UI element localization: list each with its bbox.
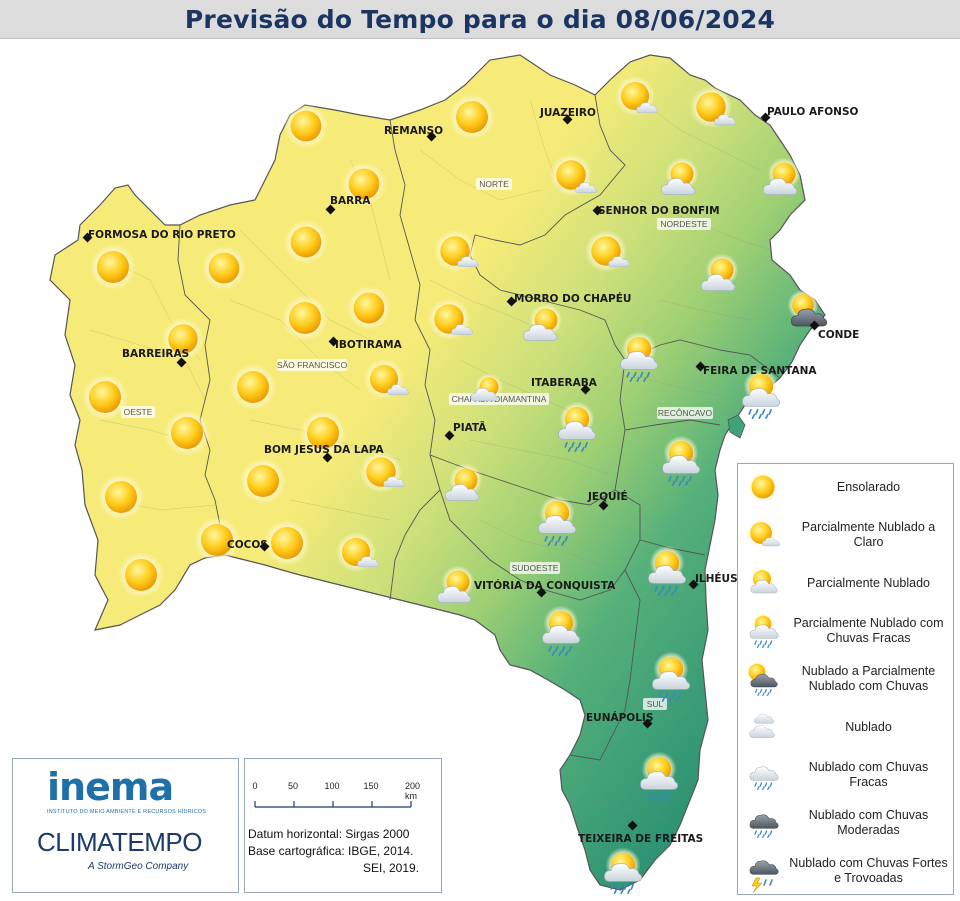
- region-label-sul: SUL: [647, 699, 664, 709]
- city-label-feira-de-santana: FEIRA DE SANTANA: [703, 365, 817, 377]
- legend-item-ensolarado: Ensolarado: [738, 464, 953, 510]
- bahia-map: NORTE NORDESTE SÃO FRANCISCO OESTE CHAPA…: [49, 54, 859, 894]
- city-label-barra: BARRA: [330, 195, 371, 207]
- municipal-boundaries: [89, 99, 771, 821]
- island-itaparica: [727, 414, 746, 439]
- region-label-chapada-diamantina: CHAPADA DIAMANTINA: [452, 394, 547, 404]
- title-bar: Previsão do Tempo para o dia 08/06/2024: [0, 0, 960, 39]
- logo-panel: inema INSTITUTO DO MEIO AMBIENTE E RECUR…: [12, 758, 239, 893]
- legend-label: Parcialmente Nublado: [807, 575, 930, 590]
- legend-label: Parcialmente Nublado a Claro: [801, 520, 936, 549]
- region-labels: NORTE NORDESTE SÃO FRANCISCO OESTE CHAPA…: [121, 178, 713, 710]
- scale-panel: 0 50 100 150 200 km Datum horizontal: Si…: [244, 758, 442, 893]
- forecast-sun-icon: [82, 374, 128, 420]
- legend-item-nublado-a-parcialmente-nublado-com-chuvas: Nublado a Parcialmente Nublado com Chuva…: [738, 656, 953, 702]
- legend-item-nublado: Nublado: [738, 704, 953, 750]
- forecast-sun-icon: [90, 244, 136, 290]
- legend-sun-dark-cloud-rain-icon: [745, 660, 778, 696]
- legend-label: Nublado a Parcialmente Nublado com Chuva…: [801, 664, 936, 693]
- city-label-ilheus: ILHÉUS: [695, 572, 738, 585]
- forecast-sun-icon: [201, 245, 247, 291]
- legend-cloud-light-rain-icon: [749, 766, 779, 790]
- legend-sun-small-cloud-icon: [745, 517, 781, 549]
- forecast-sun-icon: [164, 410, 210, 456]
- city-label-jequie: JEQUIÉ: [587, 490, 628, 503]
- region-label-norte: NORTE: [479, 179, 509, 189]
- legend-label: Nublado: [845, 719, 892, 734]
- legend-item-nublado-com-chuvas-moderadas: Nublado com Chuvas Moderadas: [738, 800, 953, 846]
- forecast-sun-dark-cloud-rain-icon: [787, 289, 828, 327]
- inema-logo-subtitle: INSTITUTO DO MEIO AMBIENTE E RECURSOS HÍ…: [47, 809, 207, 815]
- legend-label: Ensolarado: [836, 479, 901, 494]
- region-label-oeste: OESTE: [124, 407, 153, 417]
- forecast-sun-icon: [98, 474, 144, 520]
- credit-base-cartografica: Base cartográfica: IBGE, 2014.: [248, 844, 414, 858]
- city-label-eunapolis: EUNÁPOLIS: [586, 711, 653, 724]
- forecast-sun-small-cloud-icon: [689, 85, 736, 129]
- legend-dark-cloud-rain-icon: [749, 814, 779, 838]
- city-label-cocos: COCOS: [227, 539, 268, 551]
- forecast-sun-icon: [118, 552, 164, 598]
- city-label-bom-jesus-da-lapa: BOM JESUS DA LAPA: [264, 444, 384, 456]
- region-label-sudoeste: SUDOESTE: [512, 563, 559, 573]
- scale-tick-label: 100: [324, 781, 340, 791]
- legend-label: Nublado com Chuvas Moderadas: [808, 808, 929, 837]
- city-label-teixeira-de-freitas: TEIXEIRA DE FREITAS: [578, 833, 703, 845]
- city-label-barreiras: BARREIRAS: [122, 348, 189, 360]
- region-label-reconcavo: RECÔNCAVO: [658, 408, 713, 418]
- region-label-sao-francisco: SÃO FRANCISCO: [277, 360, 348, 370]
- legend-label: Parcialmente Nublado com Chuvas Fracas: [793, 616, 944, 645]
- city-label-juazeiro: JUAZEIRO: [539, 107, 596, 119]
- city-label-formosa-do-rio-preto: FORMOSA DO RIO PRETO: [88, 229, 236, 241]
- legend-item-parcialmente-nublado-a-claro: Parcialmente Nublado a Claro: [738, 512, 953, 558]
- legend-sun-cloud-icon: [749, 566, 778, 594]
- legend-item-parcialmente-nublado-chuvas-fracas: Parcialmente Nublado com Chuvas Fracas: [738, 608, 953, 654]
- city-label-paulo-afonso: PAULO AFONSO: [767, 106, 859, 118]
- legend-cloud-icon: [749, 713, 775, 738]
- scale-tick-label: 200 km: [405, 781, 421, 801]
- city-label-senhor-do-bonfim: SENHOR DO BONFIM: [598, 205, 720, 217]
- legend-storm-cloud-icon: [749, 860, 779, 894]
- inema-logo: inema: [47, 765, 174, 809]
- city-markers: JUAZEIRO PAULO AFONSO REMANSO BARRA SENH…: [82, 106, 859, 845]
- credit-source: SEI, 2019.: [363, 861, 420, 875]
- forecast-sun-icon: [264, 520, 310, 566]
- legend-item-parcialmente-nublado: Parcialmente Nublado: [738, 560, 953, 606]
- forecast-sun-icon: [283, 219, 329, 265]
- legend-sun-icon: [746, 470, 780, 504]
- map-legend: Ensolarado Parcialmente Nublado a Claro …: [737, 463, 954, 895]
- city-label-remanso: REMANSO: [384, 125, 443, 137]
- scale-tick-label: 0: [252, 781, 258, 791]
- forecast-sun-icon: [449, 94, 495, 140]
- credit-datum: Datum horizontal: Sirgas 2000: [248, 827, 410, 841]
- city-label-morro-do-chapeu: MORRO DO CHAPÉU: [514, 292, 631, 305]
- page-title: Previsão do Tempo para o dia 08/06/2024: [184, 4, 776, 34]
- legend-item-nublado-com-chuvas-fracas: Nublado com Chuvas Fracas: [738, 752, 953, 798]
- legend-item-nublado-com-chuvas-fortes-e-trovoadas: Nublado com Chuvas Fortes e Trovoadas: [738, 848, 953, 894]
- city-label-itaberaba: ITABERABA: [531, 377, 598, 389]
- scale-tick-label: 50: [287, 781, 299, 791]
- climatempo-logo: CLIMATEMPO: [37, 827, 202, 857]
- city-label-conde: CONDE: [818, 329, 859, 341]
- legend-label: Nublado com Chuvas Fortes e Trovoadas: [789, 856, 948, 885]
- city-label-vitoria-da-conquista: VITÓRIA DA CONQUISTA: [474, 579, 616, 592]
- forecast-sun-icon: [230, 364, 276, 410]
- city-label-piata: PIATÃ: [453, 421, 487, 434]
- forecast-sun-icon: [283, 103, 329, 149]
- region-label-nordeste: NORDESTE: [660, 219, 708, 229]
- forecast-sun-icon: [282, 295, 328, 341]
- climatempo-tagline: A StormGeo Company: [88, 861, 189, 872]
- forecast-sun-icon: [346, 285, 392, 331]
- legend-label: Nublado com Chuvas Fracas: [808, 760, 929, 789]
- scale-bar: [254, 801, 412, 808]
- scale-tick-label: 150: [363, 781, 379, 791]
- forecast-sun-icon: [240, 458, 286, 504]
- city-label-ibotirama: IBOTIRAMA: [335, 339, 403, 351]
- legend-sun-cloud-light-rain-icon: [749, 612, 779, 648]
